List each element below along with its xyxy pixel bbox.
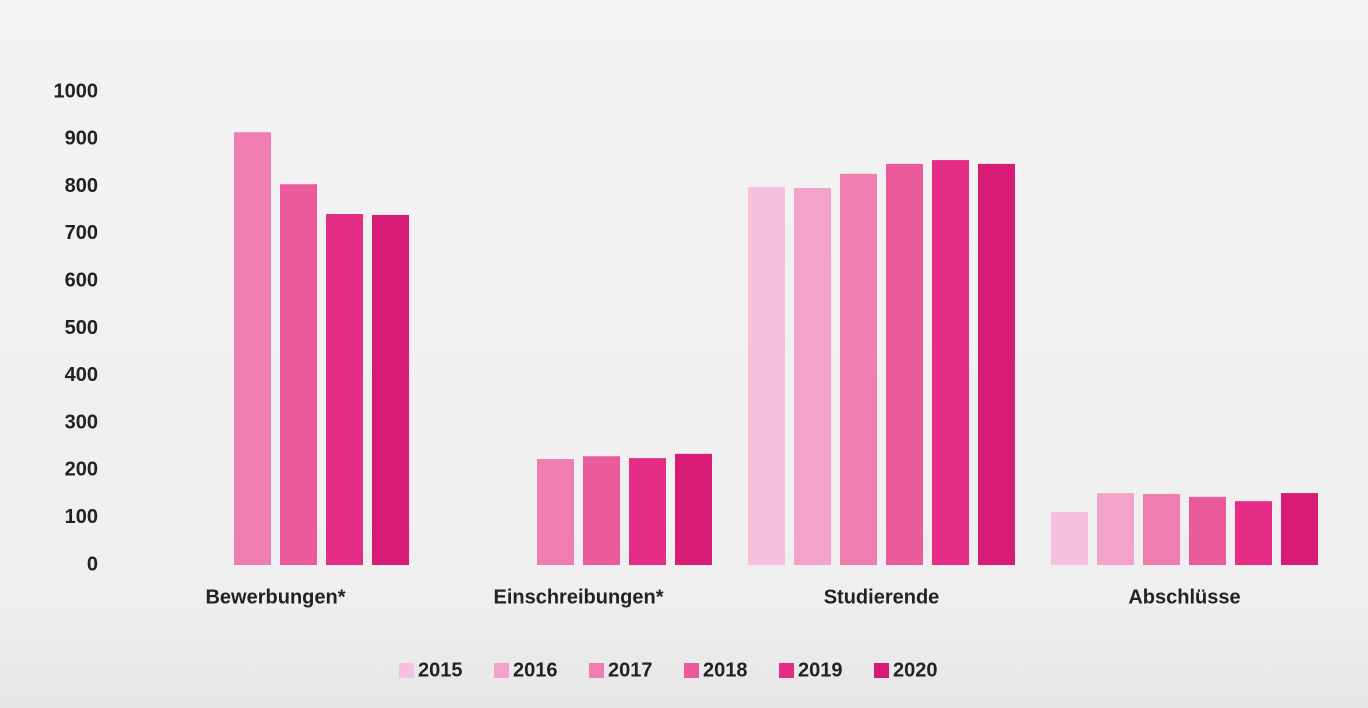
y-tick-label: 500 [65,317,98,339]
legend-swatch [399,663,414,678]
legend-label: 2020 [893,659,938,681]
legend-swatch [779,663,794,678]
bar [1051,512,1088,565]
y-tick-label: 300 [65,411,98,433]
bar [1189,496,1226,565]
bar [1235,501,1272,565]
bar [326,214,363,565]
bar [794,188,831,566]
y-tick-label: 200 [65,459,98,481]
bar [1281,493,1318,565]
legend-swatch [589,663,604,678]
bar [932,160,969,565]
y-tick-label: 600 [65,269,98,291]
y-tick-label: 700 [65,222,98,244]
x-tick-label: Einschreibungen* [493,586,663,608]
y-tick-label: 800 [65,175,98,197]
bar [1097,493,1134,565]
bar [537,459,574,565]
bar [234,132,271,565]
legend-label: 2016 [513,659,558,681]
bar [583,456,620,565]
bar [978,163,1015,565]
legend-label: 2019 [798,659,843,681]
x-tick-label: Studierende [824,586,940,608]
y-tick-label: 100 [65,506,98,528]
y-tick-label: 1000 [54,80,99,102]
y-tick-label: 0 [87,553,98,575]
bar [748,187,785,565]
legend-swatch [684,663,699,678]
y-tick-label: 900 [65,128,98,150]
bar [675,453,712,565]
bar [280,184,317,566]
bar [840,173,877,566]
y-tick-label: 400 [65,364,98,386]
x-tick-label: Bewerbungen* [205,586,345,608]
legend-swatch [874,663,889,678]
bar [1143,494,1180,565]
legend-label: 2017 [608,659,653,681]
bar [886,163,923,565]
bar [372,214,409,566]
bar [629,458,666,565]
legend-swatch [494,663,509,678]
legend-label: 2018 [703,659,748,681]
legend-label: 2015 [418,659,463,681]
x-tick-label: Abschlüsse [1128,586,1240,608]
